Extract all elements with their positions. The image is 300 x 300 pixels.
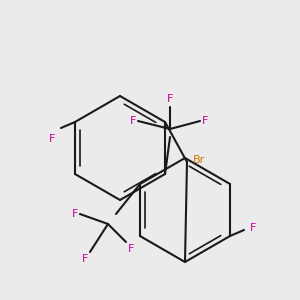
Text: F: F	[128, 244, 134, 254]
Text: F: F	[250, 223, 256, 233]
Text: F: F	[49, 134, 55, 144]
Text: Br: Br	[193, 155, 205, 165]
Text: F: F	[72, 209, 78, 219]
Text: F: F	[167, 94, 173, 104]
Text: F: F	[202, 116, 208, 126]
Text: F: F	[130, 116, 136, 126]
Text: F: F	[82, 254, 88, 264]
